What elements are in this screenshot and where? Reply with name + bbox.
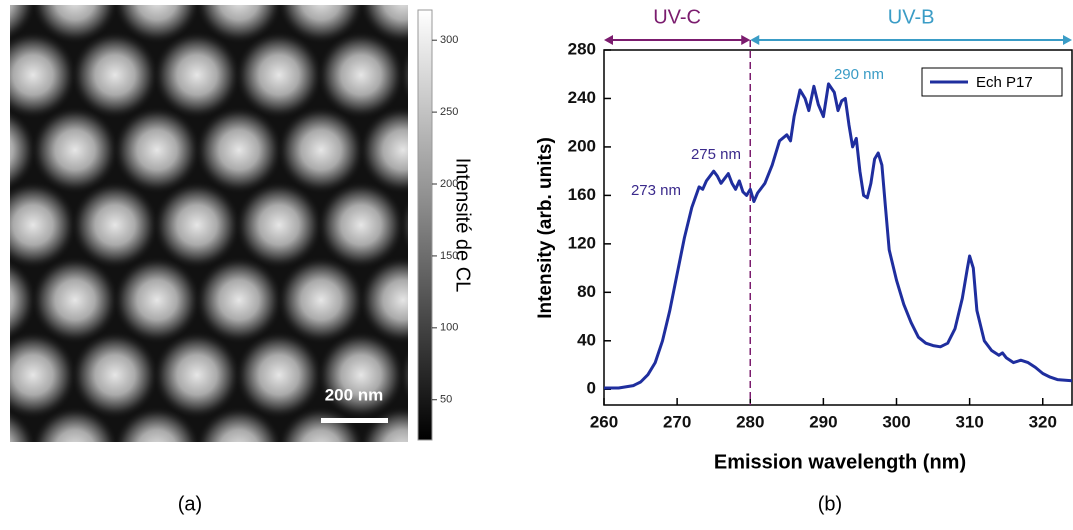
arrow-head <box>741 35 751 45</box>
cl-dot <box>277 256 365 344</box>
y-axis-title: Intensity (arb. units) <box>535 137 556 319</box>
x-tick-label: 260 <box>590 412 618 431</box>
cl-dot <box>277 106 365 194</box>
cl-dot <box>481 331 569 419</box>
y-tick-label: 80 <box>577 282 596 301</box>
cl-dot <box>113 5 201 44</box>
scale-bar-label: 200 nm <box>325 385 384 404</box>
cl-dot <box>195 256 283 344</box>
cl-dot <box>399 198 408 252</box>
cl-dot <box>399 348 408 402</box>
series-line <box>604 82 1072 390</box>
arrow-head <box>604 35 613 45</box>
cl-dot <box>113 256 201 344</box>
cl-dot <box>10 259 37 341</box>
cl-dot <box>441 406 529 494</box>
cl-dot <box>10 31 77 119</box>
cl-dot <box>113 406 201 442</box>
cl-dot <box>10 331 77 419</box>
y-tick-label: 40 <box>577 330 596 349</box>
cl-dot <box>31 5 119 44</box>
cl-dot <box>31 106 119 194</box>
cl-dot <box>195 5 283 44</box>
cl-image-dots <box>10 5 569 494</box>
cl-dot <box>113 106 201 194</box>
cl-dot <box>359 256 408 344</box>
cl-dot <box>10 109 37 191</box>
legend-label: Ech P17 <box>976 74 1033 91</box>
cl-dot <box>235 331 323 419</box>
annotation: 290 nm <box>834 66 884 83</box>
x-tick-label: 270 <box>663 412 691 431</box>
annotation: 275 nm <box>691 146 741 163</box>
x-tick-label: 310 <box>955 412 983 431</box>
colorbar-tick-label: 200 <box>440 178 458 190</box>
cl-dot <box>277 5 365 44</box>
cl-dot <box>399 48 408 102</box>
caption: (b) <box>818 493 842 515</box>
cl-dot <box>31 406 119 442</box>
cl-dot <box>359 106 408 194</box>
cl-dot <box>195 406 283 442</box>
cl-dot <box>317 181 405 269</box>
y-tick-label: 0 <box>587 379 596 398</box>
colorbar-tick-label: 100 <box>440 322 458 334</box>
cl-dot <box>10 5 37 41</box>
colorbar-tick-label: 150 <box>440 250 458 262</box>
y-tick-label: 200 <box>568 136 596 155</box>
cl-dot <box>10 409 37 442</box>
y-tick-label: 240 <box>568 88 596 107</box>
y-tick-label: 280 <box>568 39 596 58</box>
region-label: UV-B <box>888 6 935 28</box>
cl-dot <box>317 331 405 419</box>
cl-dot <box>71 31 159 119</box>
scale-bar <box>321 418 388 423</box>
cl-dot <box>31 256 119 344</box>
arrow-head <box>750 35 760 45</box>
x-tick-label: 300 <box>882 412 910 431</box>
colorbar-tick-label: 50 <box>440 394 452 406</box>
colorbar-label: Intensité de CL <box>452 158 474 293</box>
cl-dot <box>481 31 569 119</box>
colorbar <box>417 9 433 441</box>
cl-dot <box>153 31 241 119</box>
arrow-head <box>1063 35 1072 45</box>
region-label: UV-C <box>653 6 701 28</box>
cl-dot <box>359 5 408 44</box>
cl-dot <box>235 181 323 269</box>
cl-dot <box>195 106 283 194</box>
x-axis-title: Emission wavelength (nm) <box>714 451 966 473</box>
cl-dot <box>277 406 365 442</box>
panel-a: 200 nm Intensité de CL (a) <box>10 5 569 515</box>
cl-dot <box>153 331 241 419</box>
cl-dot <box>10 181 77 269</box>
cl-dot <box>71 331 159 419</box>
x-tick-label: 280 <box>736 412 764 431</box>
annotation: 273 nm <box>631 182 681 199</box>
x-tick-label: 320 <box>1029 412 1057 431</box>
plot-frame <box>603 49 1073 406</box>
panel-b: Intensity (arb. units) Emission waveleng… <box>535 49 1073 515</box>
cl-dot <box>71 181 159 269</box>
cl-dot <box>235 31 323 119</box>
colorbar-tick-label: 300 <box>440 34 458 46</box>
colorbar-tick-label: 250 <box>440 106 458 118</box>
plot-area <box>604 82 1072 390</box>
cl-dot <box>153 181 241 269</box>
x-tick-label: 290 <box>809 412 837 431</box>
cl-dot <box>317 31 405 119</box>
y-tick-label: 160 <box>568 185 596 204</box>
y-tick-label: 120 <box>568 233 596 252</box>
caption: (a) <box>178 493 202 515</box>
cl-dot <box>359 406 408 442</box>
